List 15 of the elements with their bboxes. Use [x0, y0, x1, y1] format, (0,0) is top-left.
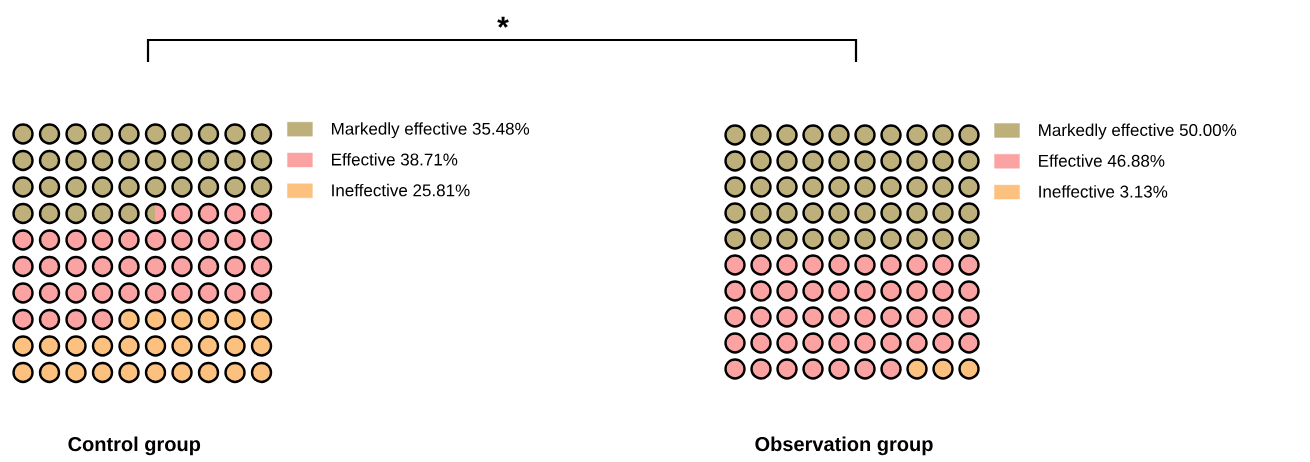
category-label: Effective	[332, 153, 395, 166]
data-label: 35.48%	[472, 122, 530, 135]
category-label: Ineffective	[1039, 185, 1115, 198]
category-label: Effective	[1039, 154, 1102, 167]
data-label: 38.71%	[400, 153, 458, 166]
category-label: Markedly effective	[332, 122, 467, 139]
text: Control group	[68, 436, 201, 456]
category-label: Markedly effective	[1039, 123, 1174, 140]
data-label: 25.81%	[413, 184, 470, 197]
data-label: 46.88%	[1107, 154, 1165, 167]
category-label: Ineffective	[332, 183, 408, 197]
data-label: 3.13%	[1120, 185, 1168, 198]
data-label: 50.00%	[1179, 124, 1237, 137]
text: Observation group	[755, 436, 933, 456]
text: *	[497, 16, 509, 28]
